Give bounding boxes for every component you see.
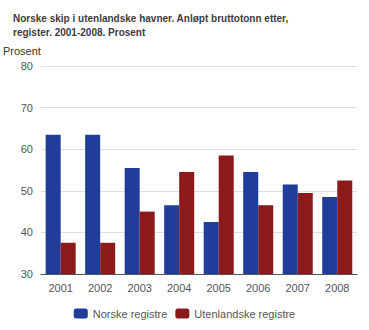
svg-text:40: 40 [21,226,33,238]
svg-text:50: 50 [21,185,33,197]
svg-text:60: 60 [21,143,33,155]
svg-text:2002: 2002 [88,282,112,294]
svg-text:register. 2001-2008. Prosent: register. 2001-2008. Prosent [13,27,146,38]
svg-text:Norske registre: Norske registre [93,308,168,320]
svg-text:70: 70 [21,102,33,114]
svg-text:Utenlandske registre: Utenlandske registre [194,308,295,320]
svg-text:Norske skip i utenlandske havn: Norske skip i utenlandske havner. Anløpt… [13,13,288,24]
svg-text:2007: 2007 [285,282,309,294]
svg-text:30: 30 [21,268,33,280]
svg-text:2003: 2003 [127,282,151,294]
svg-text:2004: 2004 [167,282,191,294]
svg-text:2001: 2001 [48,282,72,294]
svg-text:2006: 2006 [246,282,270,294]
svg-text:2005: 2005 [206,282,230,294]
svg-text:2008: 2008 [325,282,349,294]
svg-text:80: 80 [21,60,33,72]
svg-text:Prosent: Prosent [3,45,41,57]
